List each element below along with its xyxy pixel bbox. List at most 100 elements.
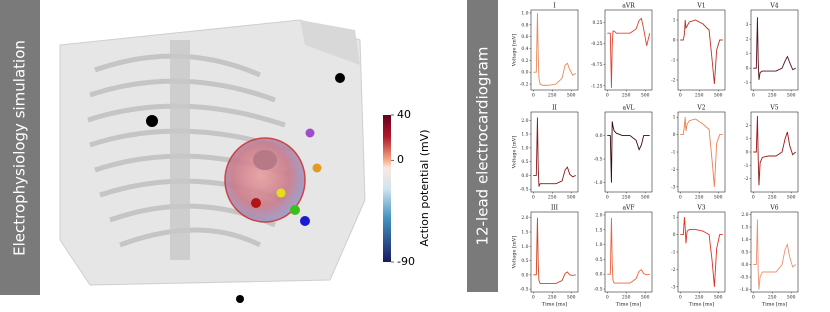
y-tick-label: -3	[671, 184, 676, 190]
ecg-trace	[533, 217, 576, 284]
y-tick-label: 0	[673, 38, 676, 44]
x-tick-label: 250	[768, 93, 777, 99]
y-tick-label: -1	[671, 250, 676, 256]
x-tick-label: 0	[532, 93, 535, 99]
y-tick-label: 3	[746, 22, 749, 28]
y-tick-label: 0	[746, 66, 749, 72]
colorbar-tick-label: 40	[397, 108, 411, 121]
ecg-trace	[680, 19, 723, 85]
plot-title: III	[551, 205, 559, 212]
x-tick-label: 500	[567, 295, 576, 301]
y-axis-label: Voltage [mV]	[512, 236, 518, 270]
y-tick-label: -2	[744, 176, 749, 182]
y-tick-label: -1	[671, 150, 676, 156]
y-tick-label: 0.0	[521, 272, 528, 278]
x-tick-label: 250	[622, 93, 631, 99]
y-tick-label: 0.0	[521, 173, 528, 179]
x-axis-label: Time [ms]	[616, 302, 641, 308]
y-tick-label: 0.0	[741, 262, 748, 268]
ecg-trace	[607, 217, 650, 284]
label-bar	[0, 0, 40, 295]
plot-title: aVR	[622, 3, 635, 10]
plot-frame	[530, 111, 579, 193]
y-tick-label: 0.5	[595, 257, 602, 263]
y-tick-label: 0.0	[521, 70, 528, 76]
y-tick-label: -0.5	[520, 187, 529, 193]
x-tick-label: 500	[641, 93, 650, 99]
ecg-trace	[607, 121, 650, 183]
y-tick-label: 0	[673, 132, 676, 138]
x-tick-label: 250	[768, 195, 777, 201]
y-tick-label: 0.5	[521, 159, 528, 165]
x-tick-label: 500	[714, 195, 723, 201]
y-tick-label: 1.0	[521, 145, 528, 151]
x-tick-label: 250	[548, 295, 557, 301]
plot-frame	[604, 111, 653, 193]
y-tick-label: 0.0	[595, 272, 602, 278]
y-tick-label: 1	[746, 136, 749, 142]
plot-title: V3	[696, 205, 705, 212]
x-tick-label: 250	[622, 195, 631, 201]
x-tick-label: 500	[567, 195, 576, 201]
y-tick-label: -2	[671, 78, 676, 84]
ecg-trace	[753, 219, 797, 290]
ecg-trace	[607, 17, 651, 88]
x-tick-label: 0	[606, 195, 609, 201]
y-tick-label: 0	[746, 150, 749, 156]
torso-render	[59, 19, 366, 303]
colorbar-label: Action potential (mV)	[418, 129, 431, 246]
plot-title: V5	[769, 105, 778, 112]
y-tick-label: 2.0	[521, 215, 528, 221]
ecg-trace	[680, 117, 723, 187]
colorbar-ticks: 40 0 -90	[391, 108, 415, 268]
ecg-trace	[753, 115, 797, 186]
x-tick-label: 250	[695, 93, 704, 99]
x-tick-label: 250	[695, 195, 704, 201]
x-tick-label: 500	[787, 195, 796, 201]
y-tick-label: 0	[673, 232, 676, 238]
plot-title: aVF	[622, 205, 634, 212]
plot-frame	[530, 211, 579, 293]
label-bar	[467, 0, 498, 292]
y-tick-label: -2	[671, 267, 676, 273]
y-tick-label: 1.5	[741, 225, 748, 231]
y-tick-label: 0.4	[521, 46, 528, 52]
plot-title: V2	[696, 105, 705, 112]
ecg-trace	[680, 217, 723, 287]
panel-label: 12-lead electrocardiogram	[474, 47, 492, 246]
x-tick-label: 500	[567, 93, 576, 99]
y-tick-label: -0.2	[520, 82, 529, 88]
x-tick-label: 0	[532, 295, 535, 301]
x-tick-label: 0	[606, 93, 609, 99]
y-tick-label: -0.75	[591, 62, 603, 68]
y-tick-label: 0.5	[521, 258, 528, 264]
y-tick-label: 1	[673, 115, 676, 121]
x-tick-label: 250	[695, 295, 704, 301]
x-axis-label: Time [ms]	[762, 302, 787, 308]
x-tick-label: 0	[606, 295, 609, 301]
y-tick-label: 0.8	[521, 22, 528, 28]
x-tick-label: 0	[679, 295, 682, 301]
y-tick-label: 1	[673, 18, 676, 24]
x-tick-label: 250	[548, 93, 557, 99]
y-tick-label: -1.0	[594, 180, 603, 186]
y-tick-label: 1.0	[521, 244, 528, 250]
y-axis-label: Voltage [mV]	[512, 136, 518, 170]
plot-title: I	[553, 3, 556, 10]
y-tick-label: 1.5	[521, 132, 528, 138]
x-tick-label: 500	[641, 295, 650, 301]
x-tick-label: 250	[622, 295, 631, 301]
x-tick-label: 500	[641, 195, 650, 201]
y-tick-label: -0.5	[594, 157, 603, 163]
y-tick-label: -2	[671, 167, 676, 173]
colorbar	[383, 115, 391, 262]
x-tick-label: 250	[548, 195, 557, 201]
y-tick-label: 2.0	[521, 118, 528, 124]
y-tick-label: -0.5	[594, 287, 603, 293]
ecg-trace	[753, 17, 796, 80]
panel-label: Electrophysiology simulation	[11, 40, 29, 256]
x-tick-label: 0	[752, 295, 755, 301]
y-axis-label: Voltage [mV]	[512, 34, 518, 68]
y-tick-label: 2.0	[595, 212, 602, 218]
